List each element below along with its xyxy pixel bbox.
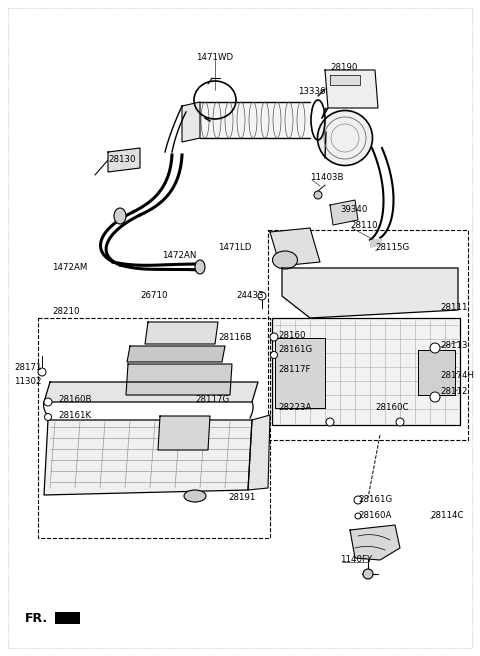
Text: 1140FY: 1140FY (340, 556, 372, 565)
Text: 28191: 28191 (228, 493, 255, 502)
Text: 28160C: 28160C (375, 403, 408, 413)
Circle shape (326, 418, 334, 426)
Polygon shape (55, 612, 80, 624)
Polygon shape (126, 364, 232, 395)
Polygon shape (44, 382, 258, 402)
Polygon shape (145, 322, 218, 344)
Polygon shape (325, 70, 378, 108)
Text: FR.: FR. (25, 611, 48, 625)
Polygon shape (330, 75, 360, 85)
Polygon shape (272, 318, 460, 425)
Text: 1472AN: 1472AN (162, 251, 196, 260)
Polygon shape (350, 525, 400, 560)
Polygon shape (44, 420, 252, 495)
Polygon shape (330, 200, 358, 225)
Text: 28160: 28160 (278, 331, 305, 340)
Polygon shape (182, 102, 200, 142)
Text: 26710: 26710 (140, 291, 168, 300)
Polygon shape (282, 268, 458, 318)
Circle shape (355, 513, 361, 519)
Text: 28161K: 28161K (58, 411, 91, 419)
Text: 28190: 28190 (330, 64, 358, 73)
Text: 28174H: 28174H (440, 371, 474, 380)
Text: 11302: 11302 (14, 377, 41, 386)
Circle shape (363, 569, 373, 579)
Circle shape (44, 398, 52, 406)
Text: 28161G: 28161G (278, 346, 312, 354)
Circle shape (396, 418, 404, 426)
Ellipse shape (114, 208, 126, 224)
Text: 28130: 28130 (108, 155, 135, 165)
Text: 28116B: 28116B (218, 333, 252, 342)
Polygon shape (275, 338, 325, 408)
Text: 13336: 13336 (298, 87, 325, 96)
Text: 39340: 39340 (340, 205, 367, 215)
Polygon shape (418, 350, 455, 395)
Text: 1471LD: 1471LD (218, 243, 252, 253)
Ellipse shape (273, 251, 298, 269)
Circle shape (38, 368, 46, 376)
Text: 28115G: 28115G (375, 243, 409, 253)
Text: 11403B: 11403B (310, 173, 344, 182)
Circle shape (430, 343, 440, 353)
Text: 28117G: 28117G (195, 396, 229, 405)
Text: 1471WD: 1471WD (196, 54, 234, 62)
Text: 28110: 28110 (350, 222, 377, 230)
Polygon shape (158, 416, 210, 450)
Polygon shape (270, 228, 320, 266)
Circle shape (258, 292, 266, 300)
Text: 1472AM: 1472AM (52, 264, 87, 272)
Text: 28111: 28111 (440, 304, 468, 312)
Polygon shape (200, 102, 310, 138)
Circle shape (271, 352, 277, 358)
Ellipse shape (184, 490, 206, 502)
Polygon shape (248, 415, 270, 490)
Text: 28113: 28113 (440, 340, 468, 350)
Circle shape (270, 333, 278, 341)
Text: 28160A: 28160A (358, 512, 391, 520)
Text: 24433: 24433 (236, 291, 264, 300)
Polygon shape (108, 148, 140, 172)
Circle shape (430, 392, 440, 402)
Text: 28171: 28171 (14, 363, 41, 373)
Ellipse shape (195, 260, 205, 274)
Circle shape (314, 191, 322, 199)
Text: 28160B: 28160B (58, 396, 92, 405)
Text: 28223A: 28223A (278, 403, 312, 413)
Text: 28112: 28112 (440, 388, 468, 396)
Circle shape (354, 496, 362, 504)
Polygon shape (127, 346, 225, 362)
Text: 28114C: 28114C (430, 512, 464, 520)
Circle shape (45, 413, 51, 420)
Text: 28210: 28210 (52, 308, 80, 316)
Text: 28161G: 28161G (358, 495, 392, 504)
Text: 28117F: 28117F (278, 365, 311, 375)
Ellipse shape (317, 110, 372, 165)
